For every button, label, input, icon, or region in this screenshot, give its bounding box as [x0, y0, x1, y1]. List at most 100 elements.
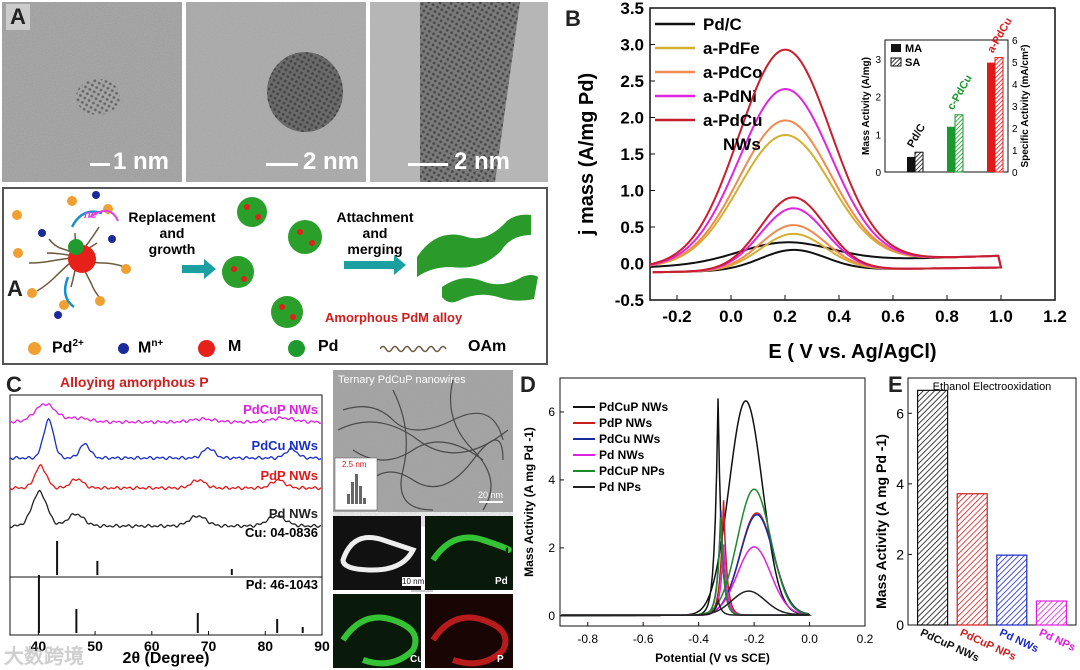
x-tick-label: 0.4: [827, 307, 851, 326]
e-y-tick-label: 4: [896, 476, 904, 492]
oam-line-icon: [380, 345, 447, 353]
inset-left-label: Mass Activity (A/mg): [861, 57, 872, 155]
y-tick-label: 0.0: [620, 255, 644, 274]
xrd-trace-label-0: PdCuP NWs: [243, 402, 318, 417]
x-tick-label: -0.2: [662, 307, 691, 326]
d-x-tick-label: -0.6: [633, 632, 654, 646]
nanoparticles: [222, 197, 322, 328]
legend-pd: Pd: [318, 338, 339, 355]
y-tick-label: 1.0: [620, 182, 644, 201]
d-legend-label-2: PdCu NWs: [599, 432, 661, 446]
legend-label-2: a-PdCo: [703, 63, 763, 82]
d-legend-label-0: PdCuP NWs: [599, 400, 668, 414]
e-bar-1: [956, 493, 988, 626]
inset-left-tick: 1: [875, 130, 881, 141]
xrd-x-tick-label: 90: [314, 638, 330, 654]
map-label-cu: Cu: [410, 654, 424, 665]
panel-label-d: D: [520, 372, 536, 397]
d-legend-label-3: Pd NWs: [599, 448, 645, 462]
x-tick-label: 0.2: [773, 307, 797, 326]
e-bar-0: [916, 389, 949, 626]
xrd-trace-2: [9, 463, 322, 491]
chart-e-frame: [907, 377, 1077, 626]
watermark: 大数跨境: [4, 646, 84, 668]
d-legend-label-4: PdCuP NPs: [599, 464, 665, 478]
d-curve-5: [559, 590, 810, 617]
xrd-x-tick-label: 80: [257, 638, 273, 654]
panel-label-c: C: [6, 372, 22, 397]
map-scale-label: 10 nm: [402, 577, 425, 586]
x-tick-label: 0.0: [719, 307, 743, 326]
panel-label-a: A: [6, 4, 30, 30]
xrd-header: Alloying amorphous P: [60, 374, 209, 390]
tem-image-2: [186, 2, 366, 182]
x-axis-label: E ( V vs. Ag/AgCl): [768, 341, 936, 363]
chart-b: -0.2 0.0 0.2 0.4 0.6 0.8 1.0 1.2 -0.5 0.0 0.5 1.0 1.…: [576, 0, 1067, 363]
inset-legend-sa-swatch: [890, 57, 902, 67]
inset-right-tick: 3: [1012, 102, 1018, 113]
scale-label-3: 2 nm: [454, 148, 511, 175]
xrd-x-tick-label: 60: [144, 638, 160, 654]
xrd-frame: [9, 394, 323, 636]
panel-label-a-schematic: A: [7, 276, 23, 301]
xrd-trace-3: [9, 489, 322, 529]
inset-left-tick: 2: [875, 93, 881, 104]
inset-left-tick: 3: [875, 55, 881, 66]
legend-label-4: a-PdCu: [703, 111, 763, 130]
legend-oam: OAm: [468, 338, 507, 355]
inset-right-tick: 0: [1012, 168, 1018, 179]
scale-label-2: 2 nm: [303, 148, 360, 175]
e-bar-3: [1035, 600, 1067, 626]
cv-curve-4: [649, 48, 1003, 274]
chart-e: Ethanol Electrooxidation 0 2 4 6 Mass Activit…: [873, 377, 1077, 664]
d-x-tick-label: -0.8: [577, 632, 598, 646]
xrd-x-tick-label: 40: [31, 638, 47, 654]
ref-label-1: Pd: 46-1043: [246, 577, 318, 592]
e-y-tick-label: 0: [896, 617, 904, 633]
inset-right-tick: 6: [1012, 36, 1018, 47]
e-title: Ethanol Electrooxidation: [933, 381, 1052, 393]
d-x-tick-label: 0.0: [801, 632, 818, 646]
x-tick-label: 0.8: [935, 307, 959, 326]
d-y-tick-label: 6: [548, 405, 555, 419]
tem-scale-label: 20 nm: [478, 490, 504, 500]
y-tick-label: 2.0: [620, 109, 644, 128]
map-label-pd: Pd: [495, 576, 508, 587]
map-label-p: P: [497, 654, 504, 665]
panel-a-tem-strip: [2, 2, 548, 182]
legend-label-3: a-PdNi: [703, 87, 757, 106]
tem-image-3: [370, 2, 548, 182]
mn-dot-icon: [118, 343, 129, 354]
legend-mn: Mn+: [138, 338, 164, 357]
xrd-trace-label-2: PdP NWs: [260, 468, 318, 483]
y-tick-label: 3.0: [620, 36, 644, 55]
inset-legend-ma: MA: [905, 43, 922, 55]
inset-right-tick: 4: [1012, 80, 1018, 91]
scale-bar-2: [266, 163, 298, 166]
scale-bar-3: [408, 163, 448, 166]
pd-dot-icon: [288, 340, 305, 357]
electron-label: ne: [84, 209, 97, 221]
legend-label-1: a-PdFe: [703, 39, 760, 58]
xrd-trace-0: [9, 402, 321, 425]
x-tick-label: 0.6: [881, 307, 905, 326]
inset-left-tick: 0: [875, 168, 881, 179]
hist-label: 2.5 nm: [342, 460, 367, 469]
panel-c-tem: [333, 370, 513, 668]
d-curve-2: [559, 510, 812, 617]
legend-pd2: Pd2+: [52, 338, 84, 357]
y-tick-label: 2.5: [620, 72, 644, 91]
d-x-tick-label: -0.2: [744, 632, 765, 646]
d-y-axis-label: Mass Activity (A mg Pd -1): [522, 427, 536, 577]
y-axis-label: j mass (A/mg Pd): [576, 73, 598, 236]
panel-label-b: B: [565, 6, 581, 31]
scale-bar-1: [90, 163, 110, 166]
y-tick-label: 1.5: [620, 145, 644, 164]
inset-legend-sa: SA: [905, 57, 920, 69]
inset-right-tick: 1: [1012, 146, 1018, 157]
d-y-tick-label: 2: [548, 541, 555, 555]
chart-d-frame: [559, 377, 866, 627]
tem-image-1: [2, 2, 182, 182]
d-legend-label-1: PdP NWs: [599, 416, 652, 430]
inset-legend-ma-swatch: [891, 44, 901, 52]
